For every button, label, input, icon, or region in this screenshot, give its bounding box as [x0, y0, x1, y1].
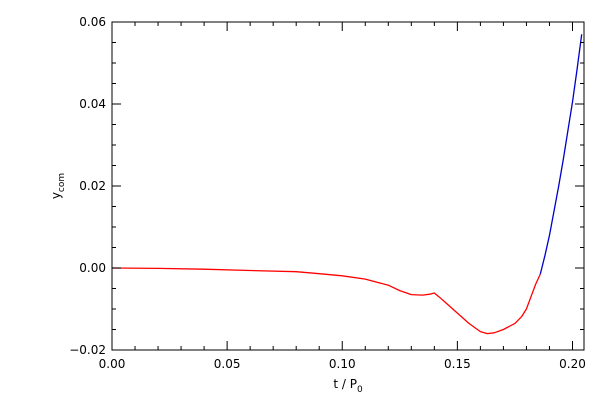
x-axis-label-sub: 0 [357, 385, 363, 395]
x-axis-label: t / P0 [333, 377, 363, 395]
y-tick-label: 0.00 [79, 261, 106, 275]
x-tick-label: 0.10 [329, 357, 356, 371]
x-tick-label: 0.00 [99, 357, 126, 371]
labels-layer: 0.00 0.05 0.10 0.15 0.20−0.020.000.020.040.0… [49, 15, 586, 395]
y-tick-label: 0.02 [79, 179, 106, 193]
x-tick-label: 0.05 [214, 357, 241, 371]
plot-frame [111, 21, 585, 351]
y-axis-label-sub: com [57, 173, 67, 192]
x-axis-label-main: t / P [333, 377, 357, 391]
x-tick-label: 0.20 [559, 357, 586, 371]
axes-layer [111, 21, 585, 351]
x-tick-label: 0.15 [444, 357, 471, 371]
y-tick-label: 0.06 [79, 15, 106, 29]
series-line-1 [539, 34, 583, 275]
series-layer [111, 34, 583, 335]
series-line-0 [111, 267, 541, 335]
y-axis-label-main: y [49, 192, 63, 199]
y-tick-label: 0.04 [79, 97, 106, 111]
y-axis-label: ycom [49, 173, 67, 199]
y-tick-label: −0.02 [69, 343, 106, 357]
